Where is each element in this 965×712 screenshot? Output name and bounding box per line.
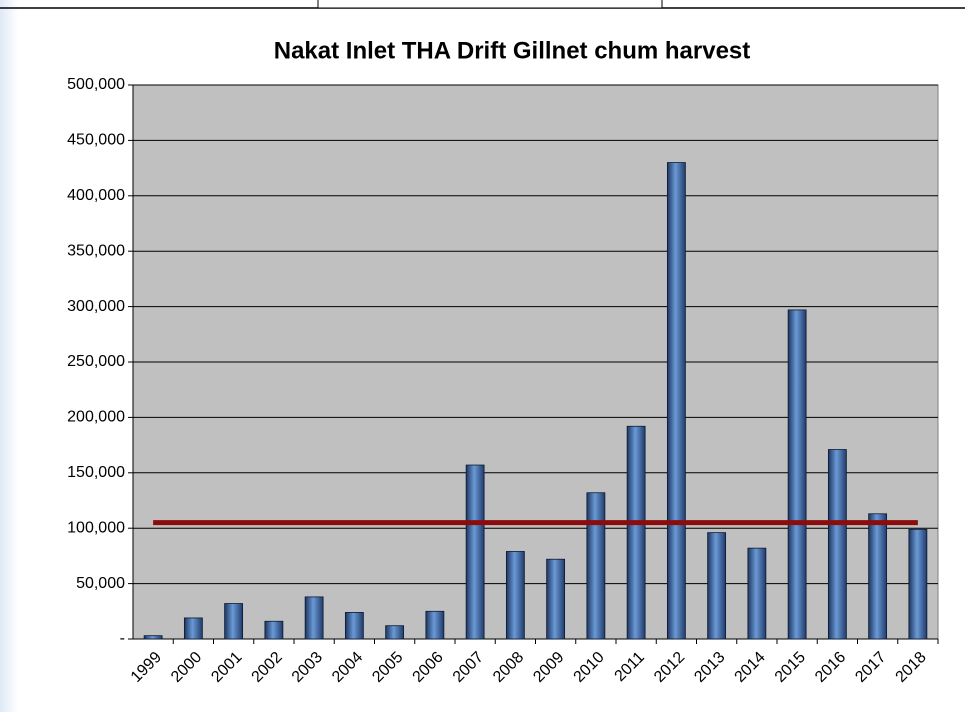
x-tick-label: 2009 — [530, 649, 567, 686]
x-tick-label: 2002 — [248, 649, 285, 686]
y-tick-label: 500,000 — [67, 76, 125, 93]
bar — [586, 492, 606, 640]
bar — [505, 551, 525, 640]
x-tick-label: 2013 — [691, 649, 728, 686]
x-tick-label: 2011 — [612, 649, 648, 685]
x-tick-label: 2003 — [289, 649, 326, 686]
x-tick-label: 2017 — [852, 649, 889, 686]
bar — [707, 532, 727, 640]
bar — [264, 620, 284, 640]
y-tick-label: 450,000 — [67, 132, 125, 149]
bar — [183, 617, 203, 640]
x-tick-label: 2000 — [168, 649, 205, 686]
bar — [385, 625, 405, 640]
y-tick-label: 50,000 — [76, 575, 125, 592]
x-tick-label: 1999 — [128, 649, 165, 686]
x-tick-label: 2014 — [731, 649, 768, 686]
bar — [908, 528, 928, 640]
chart-title: Nakat Inlet THA Drift Gillnet chum harve… — [274, 37, 751, 64]
bar — [868, 513, 888, 640]
frame-box — [317, 0, 663, 9]
x-tick-label: 2008 — [490, 649, 527, 686]
x-tick-label: 2012 — [651, 649, 688, 686]
x-tick-label: 2007 — [450, 649, 487, 686]
bar — [425, 610, 445, 640]
bar — [304, 596, 324, 640]
bar — [827, 449, 847, 640]
x-tick-label: 2005 — [369, 649, 406, 686]
y-tick-label: 400,000 — [67, 187, 125, 204]
x-tick-label: 2004 — [329, 649, 366, 686]
x-tick-label: 2001 — [208, 649, 245, 686]
frame-edge — [0, 0, 18, 712]
y-tick-label: 100,000 — [67, 519, 125, 536]
y-tick-label: 150,000 — [67, 464, 125, 481]
bar — [546, 558, 566, 640]
x-tick-label: 2006 — [409, 649, 446, 686]
bar — [143, 635, 163, 640]
bar — [344, 612, 364, 640]
x-tick-label: 2018 — [892, 649, 929, 686]
bar — [787, 309, 807, 640]
x-tick-label: 2010 — [570, 649, 607, 686]
y-tick-label: 350,000 — [67, 242, 125, 259]
y-tick-label: - — [120, 630, 125, 647]
x-tick-label: 2016 — [812, 649, 849, 686]
y-tick-label: 200,000 — [67, 409, 125, 426]
bar — [666, 162, 686, 640]
y-tick-label: 250,000 — [67, 353, 125, 370]
x-tick-label: 2015 — [772, 649, 809, 686]
y-tick-label: 300,000 — [67, 298, 125, 315]
bar — [224, 603, 244, 640]
bar — [747, 547, 767, 640]
bar — [626, 425, 646, 640]
bar — [465, 464, 485, 640]
